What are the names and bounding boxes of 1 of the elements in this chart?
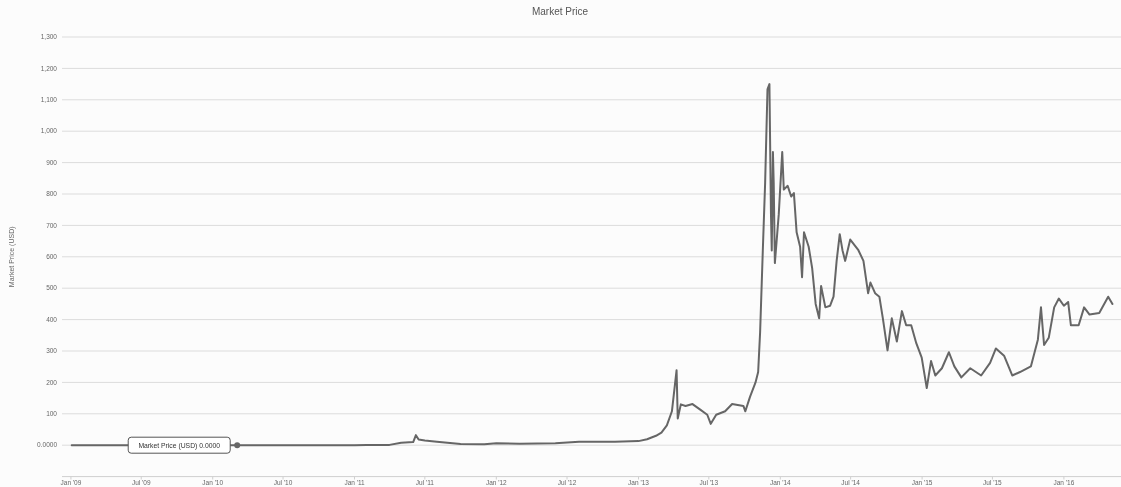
chart-title: Market Price: [531, 6, 589, 17]
